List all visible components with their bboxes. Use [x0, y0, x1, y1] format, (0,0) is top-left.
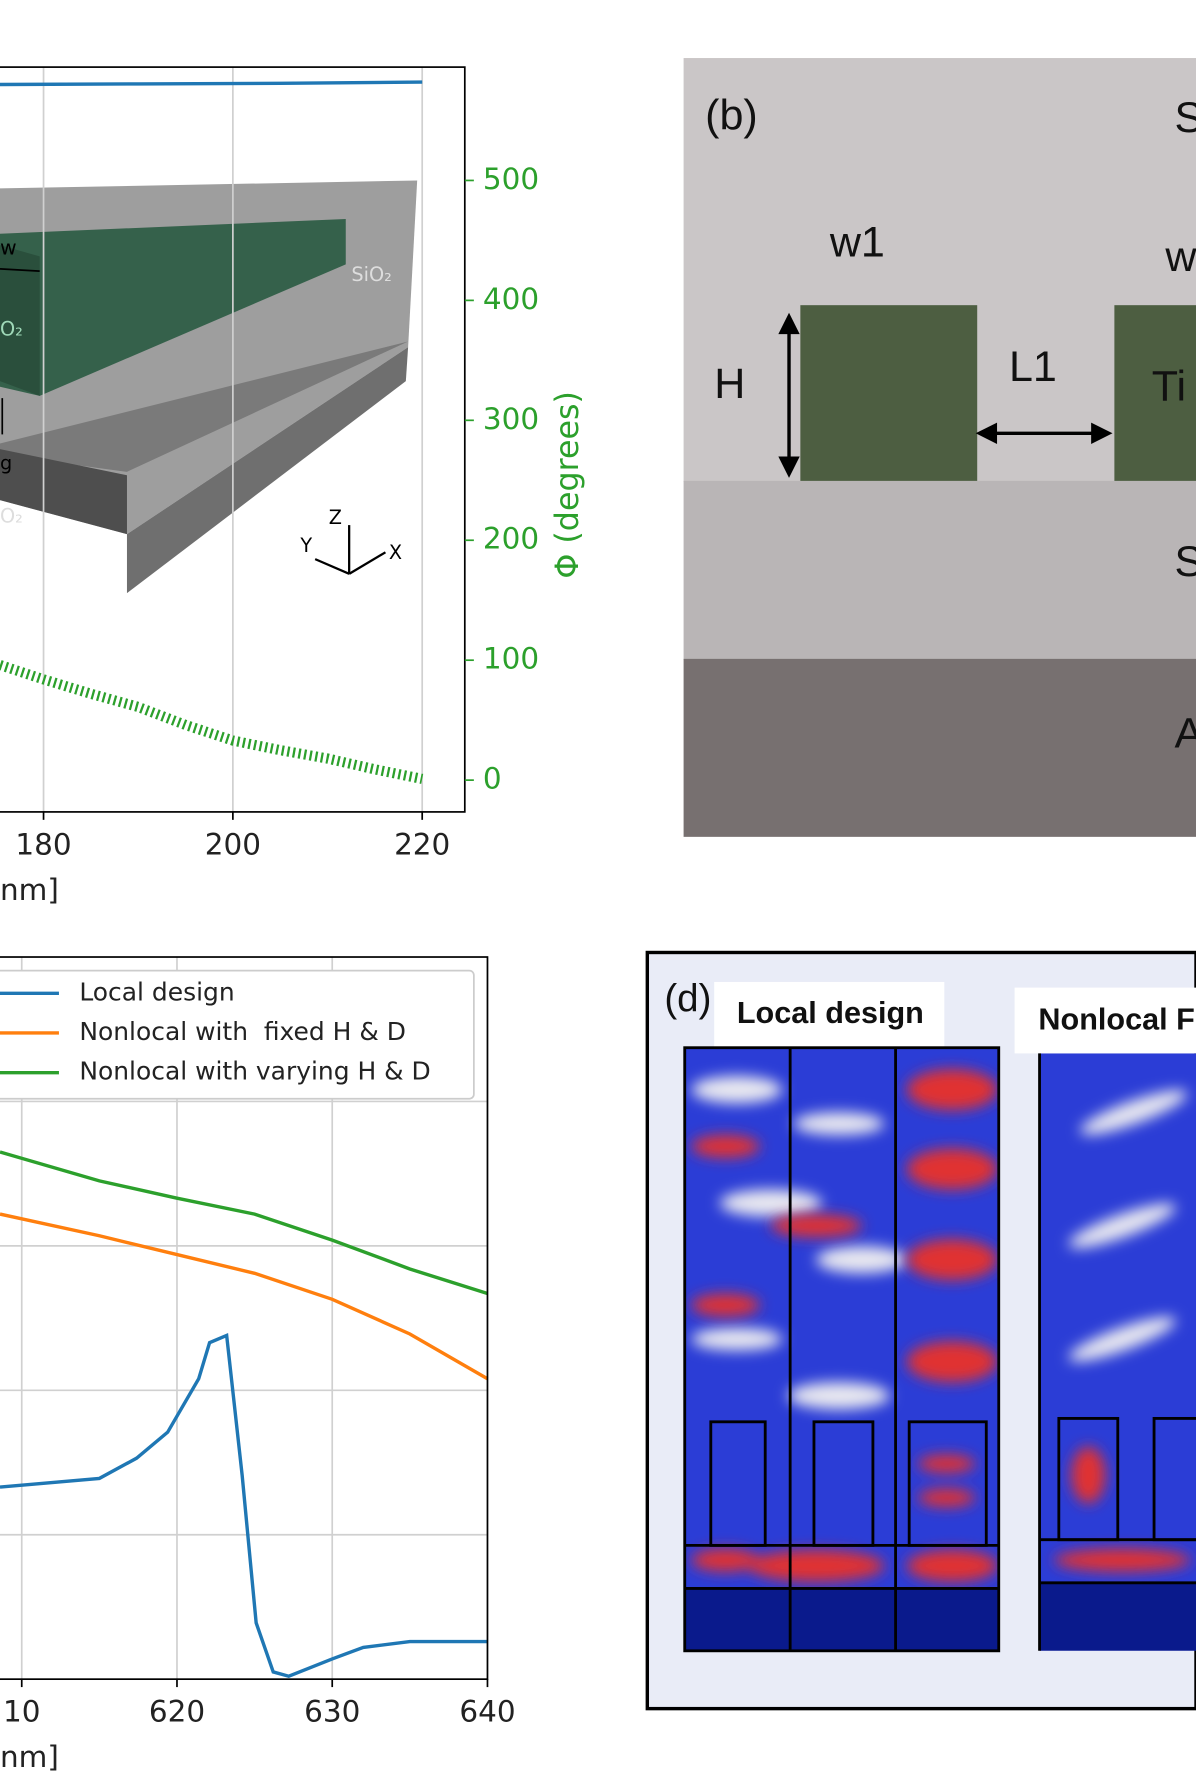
dimension-label: L1 [1009, 343, 1057, 391]
x-tick-label: 630 [304, 1695, 360, 1729]
legend-label: Local design [79, 977, 234, 1006]
y2-tick-label: 500 [483, 162, 539, 196]
legend-box [0, 969, 475, 1100]
x-tick-label: 620 [149, 1695, 205, 1729]
plot: w SiO₂ O₂ g O₂ ZY X 180 200 220 nm] 0 100 200 300 400 50… [0, 66, 586, 907]
x-axis-label: nm] [0, 873, 59, 907]
material-label: Ti [1152, 362, 1186, 410]
annotation: g [0, 451, 12, 474]
y2-tick-label: 200 [483, 522, 539, 556]
layer-label: S [1174, 538, 1196, 586]
dimension-label: w1 [829, 218, 885, 266]
map-title: Local design [737, 996, 924, 1030]
y2-tick-label: 400 [483, 282, 539, 316]
series-line [0, 1150, 488, 1296]
legend-label: Nonlocal with fixed H & D [79, 1017, 406, 1046]
layer-label: A [1174, 709, 1196, 757]
legend-label: Nonlocal with varying H & D [79, 1057, 430, 1086]
map-title: Nonlocal F [1038, 1003, 1194, 1037]
series-line [0, 1212, 489, 1381]
x-tick-label: 640 [459, 1695, 515, 1729]
panel-d-field-maps [645, 950, 1196, 1711]
dimension-label: w [1164, 233, 1196, 281]
y2-tick-label: 300 [483, 402, 539, 436]
series-line [0, 80, 423, 87]
axes-frame [0, 956, 489, 1681]
annotation: Z [329, 506, 342, 529]
x-tick-label: 180 [15, 827, 71, 861]
x-tick-label: 10 [3, 1695, 41, 1729]
x-axis-label: nm] [0, 1740, 59, 1774]
panel-label: (b) [705, 91, 758, 139]
y2-axis-label: Φ (degrees) [550, 391, 586, 579]
panel-label: (d) [664, 977, 711, 1020]
y2-tick-label: 0 [483, 762, 502, 796]
annotation: SiO₂ [351, 263, 391, 286]
x-tick-label: 220 [394, 827, 450, 861]
inset-3d [0, 180, 418, 594]
annotation: X [389, 541, 402, 564]
annotation: O₂ [0, 318, 23, 341]
layer-label: S [1174, 94, 1196, 142]
series-line [0, 660, 424, 784]
plot: 10 620 630 640 nm] Local design Nonlocal with … [0, 956, 516, 1774]
dimension-label: H [714, 360, 745, 408]
x-tick-label: 200 [205, 827, 261, 861]
panel-b-diagram [683, 58, 1196, 837]
annotation: O₂ [0, 505, 23, 528]
axes-frame [0, 66, 466, 813]
annotation: Y [299, 534, 312, 557]
annotation: w [0, 235, 17, 259]
series-line [0, 1332, 488, 1679]
y2-tick-label: 100 [483, 642, 539, 676]
